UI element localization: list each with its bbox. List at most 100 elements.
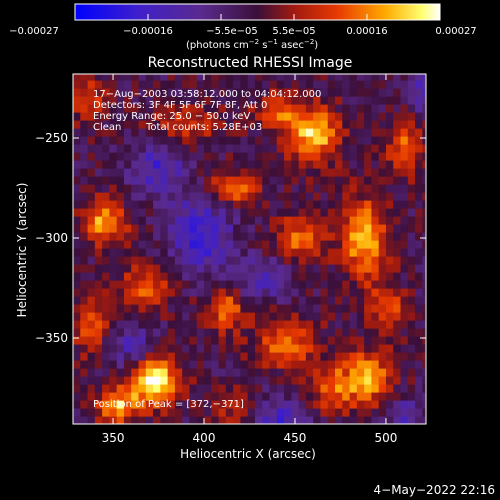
heatmap-cell <box>167 320 176 329</box>
heatmap-cell <box>393 240 402 249</box>
heatmap-cell <box>80 216 89 225</box>
heatmap-cell <box>247 400 256 409</box>
heatmap-cell <box>400 200 409 209</box>
heatmap-cell <box>284 368 292 377</box>
heatmap-cell <box>284 288 292 297</box>
heatmap-cell <box>182 240 191 249</box>
heatmap-cell <box>356 136 365 145</box>
heatmap-cell <box>276 296 285 305</box>
heatmap-cell <box>102 184 110 193</box>
heatmap-cell <box>240 328 249 337</box>
annotation-peak-position: Position of Peak = [372,−371] <box>93 399 244 410</box>
heatmap-cell <box>182 176 191 185</box>
heatmap-cell <box>349 336 358 345</box>
heatmap-cell <box>284 176 292 185</box>
heatmap-cell <box>400 192 409 201</box>
heatmap-cell <box>313 104 322 113</box>
heatmap-cell <box>138 184 147 193</box>
heatmap-cell <box>87 224 96 233</box>
heatmap-cell <box>204 216 212 225</box>
heatmap-cell <box>87 128 96 137</box>
heatmap-cell <box>73 192 81 201</box>
heatmap-cell <box>233 288 241 297</box>
heatmap-cell <box>385 320 394 329</box>
heatmap-cell <box>385 74 394 81</box>
heatmap-cell <box>342 408 351 417</box>
heatmap-cell <box>240 128 249 137</box>
heatmap-cell <box>262 384 271 393</box>
heatmap-cell <box>247 80 256 89</box>
heatmap-cell <box>313 336 322 345</box>
heatmap-cell <box>313 280 322 289</box>
heatmap-cell <box>204 144 212 153</box>
heatmap-cell <box>364 120 373 129</box>
heatmap-cell <box>102 352 110 361</box>
heatmap-cell <box>167 80 176 89</box>
heatmap-cell <box>204 360 212 369</box>
heatmap-cell <box>378 400 387 409</box>
heatmap-cell <box>116 184 125 193</box>
heatmap-cell <box>196 368 205 377</box>
heatmap-cell <box>102 240 110 249</box>
heatmap-cell <box>327 344 336 353</box>
heatmap-cell <box>240 200 249 209</box>
heatmap-cell <box>349 352 358 361</box>
heatmap-cell <box>211 200 220 209</box>
heatmap-cell <box>174 296 183 305</box>
heatmap-cell <box>291 160 300 169</box>
heatmap-cell <box>174 208 183 217</box>
heatmap-cell <box>225 288 234 297</box>
heatmap-cell <box>349 400 358 409</box>
heatmap-cell <box>378 232 387 241</box>
heatmap-cell <box>240 208 249 217</box>
heatmap-cell <box>393 168 402 177</box>
x-axis-ticks: 350 400 450 500 <box>102 74 397 445</box>
heatmap-cell <box>182 312 191 321</box>
heatmap-cell <box>327 392 336 401</box>
heatmap-cell <box>247 184 256 193</box>
heatmap-cell <box>393 224 402 233</box>
heatmap-cell <box>189 392 198 401</box>
heatmap-cell <box>123 392 132 401</box>
heatmap-cell <box>378 272 387 281</box>
heatmap-cell <box>160 160 169 169</box>
heatmap-cell <box>87 280 96 289</box>
heatmap-cell <box>349 312 358 321</box>
heatmap-cell <box>211 288 220 297</box>
heatmap-cell <box>196 208 205 217</box>
heatmap-cell <box>327 176 336 185</box>
heatmap-cell <box>138 312 147 321</box>
heatmap-cell <box>247 240 256 249</box>
heatmap-cell <box>233 336 241 345</box>
heatmap-cell <box>364 320 373 329</box>
heatmap-cell <box>196 264 205 273</box>
heatmap-cell <box>196 104 205 113</box>
heatmap-cell <box>189 216 198 225</box>
heatmap-cell <box>240 192 249 201</box>
heatmap-cell <box>320 240 329 249</box>
heatmap-cell <box>167 208 176 217</box>
heatmap-cell <box>320 264 329 273</box>
heatmap-cell <box>254 248 263 257</box>
heatmap-cell <box>254 168 263 177</box>
heatmap-cell <box>269 312 278 321</box>
heatmap-cell <box>349 192 358 201</box>
heatmap-cell <box>131 144 140 153</box>
heatmap-cell <box>73 74 81 81</box>
heatmap-cell <box>262 320 271 329</box>
heatmap-cell <box>218 384 227 393</box>
heatmap-cell <box>385 104 394 113</box>
heatmap-cell <box>131 256 140 265</box>
heatmap-cell <box>204 88 212 97</box>
heatmap-cell <box>138 280 147 289</box>
heatmap-cell <box>73 152 81 161</box>
heatmap-cell <box>335 256 343 265</box>
heatmap-cell <box>174 376 183 385</box>
heatmap-cell <box>305 248 314 257</box>
heatmap-cell <box>138 336 147 345</box>
heatmap-cell <box>196 336 205 345</box>
heatmap-cell <box>305 160 314 169</box>
heatmap-cell <box>225 264 234 273</box>
heatmap-cell <box>153 320 161 329</box>
heatmap-cell <box>247 224 256 233</box>
